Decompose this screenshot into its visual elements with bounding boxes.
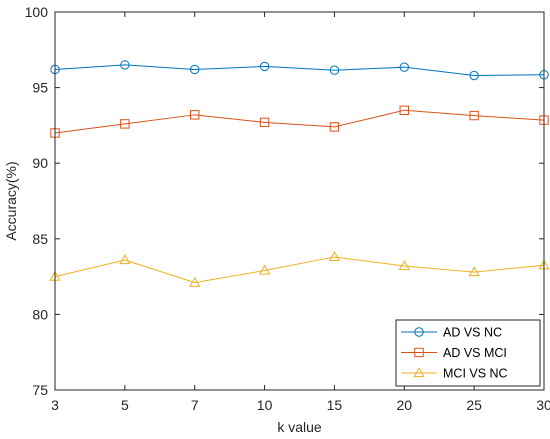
data-point	[190, 110, 200, 120]
y-tick-label: 100	[25, 4, 49, 20]
legend-marker	[413, 367, 425, 378]
x-axis-title: k value	[277, 419, 322, 435]
data-point	[120, 60, 130, 70]
series-line	[54, 64, 545, 77]
data-point	[399, 62, 409, 72]
data-point	[329, 65, 340, 75]
ticks-layer: 3 5 7 10 15 20 25 30 75 80 85 90 95 100	[25, 4, 550, 413]
x-tick-label: 25	[466, 397, 482, 413]
data-point	[120, 119, 130, 129]
y-tick-label: 85	[32, 231, 48, 247]
x-tick-label: 30	[536, 397, 550, 413]
data-point	[119, 254, 131, 265]
legend-label: AD VS MCI	[443, 346, 507, 360]
x-tick-label: 15	[327, 397, 343, 413]
legend-label: AD VS NC	[443, 326, 502, 340]
data-point	[189, 276, 201, 287]
y-axis-title: Accuracy(%)	[3, 161, 19, 240]
series-2	[49, 251, 550, 287]
plot-frame	[54, 11, 545, 391]
legend: AD VS NC AD VS MCI MCI VS NC	[395, 319, 541, 387]
data-point	[328, 251, 341, 262]
data-point	[469, 70, 479, 81]
series-line	[54, 256, 545, 284]
legend-marker	[414, 327, 424, 337]
data-point	[190, 64, 200, 75]
legend-item: AD VS NC	[401, 326, 502, 340]
legend-label: MCI VS NC	[443, 367, 508, 381]
data-point	[329, 122, 340, 132]
data-point	[259, 117, 270, 128]
series-line	[54, 109, 545, 134]
data-point	[469, 110, 479, 121]
x-tick-label: 5	[121, 397, 129, 413]
y-tick-label: 90	[32, 155, 48, 171]
x-tick-label: 10	[257, 397, 273, 413]
data-point	[258, 264, 271, 275]
data-point	[468, 266, 480, 277]
x-tick-label: 3	[51, 397, 59, 413]
x-tick-label: 20	[396, 397, 412, 413]
data-point	[399, 105, 409, 115]
data-point	[259, 61, 270, 72]
y-tick-label: 80	[32, 306, 48, 322]
y-tick-label: 95	[32, 80, 48, 96]
legend-item: AD VS MCI	[401, 346, 507, 360]
data-point	[398, 260, 410, 271]
legend-item: MCI VS NC	[401, 367, 508, 381]
legend-marker	[414, 347, 424, 358]
x-tick-label: 7	[191, 397, 199, 413]
y-tick-label: 75	[32, 382, 48, 398]
